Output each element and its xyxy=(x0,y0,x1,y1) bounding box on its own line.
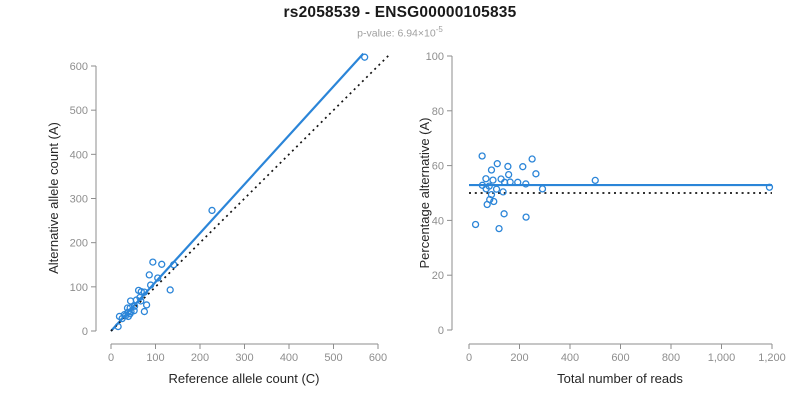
figure-title: rs2058539 - ENSG00000105835 xyxy=(283,4,517,21)
y-tick-label: 40 xyxy=(432,215,444,227)
data-point xyxy=(482,175,490,183)
data-point xyxy=(504,170,513,179)
y-tick-label: 500 xyxy=(70,105,88,117)
data-point xyxy=(514,178,522,186)
fit-line xyxy=(110,52,365,332)
left-y-axis-title: Alternative allele count (A) xyxy=(46,122,61,274)
data-point xyxy=(522,180,530,188)
data-point xyxy=(170,261,178,269)
data-point xyxy=(140,307,149,316)
data-point xyxy=(142,301,151,309)
data-point xyxy=(149,258,157,266)
data-point xyxy=(132,296,141,304)
pvalue-exponent: -5 xyxy=(435,25,443,34)
x-tick-label: 200 xyxy=(191,352,209,364)
y-tick-label: 60 xyxy=(432,161,444,173)
data-point xyxy=(500,210,508,218)
y-tick-label: 400 xyxy=(70,149,88,161)
left-plot-lines xyxy=(110,52,392,332)
left-plot-axes: 0 100 200 300 400 500 600 0 100 200 300 400 500 600 xyxy=(70,61,388,364)
y-tick-label: 80 xyxy=(432,106,444,118)
x-tick-label: 600 xyxy=(611,352,629,364)
data-point xyxy=(490,197,498,206)
right-y-axis-title: Percentage alternative (A) xyxy=(417,117,432,268)
identity-line xyxy=(110,53,392,332)
data-point xyxy=(478,152,486,160)
data-point xyxy=(208,206,216,215)
figure-header: rs2058539 - ENSG00000105835 p-value: 6.9… xyxy=(0,4,800,40)
x-tick-label: 1,000 xyxy=(708,352,736,364)
data-point xyxy=(532,170,540,178)
data-point xyxy=(360,53,369,61)
x-tick-label: 0 xyxy=(108,352,114,364)
right-plot: 0 20 40 60 80 100 0 200 400 600 800 1,000 1,200 Tota… xyxy=(417,51,786,386)
x-tick-label: 1,200 xyxy=(758,352,786,364)
y-tick-label: 200 xyxy=(70,238,88,250)
x-tick-label: 200 xyxy=(510,352,528,364)
y-tick-label: 100 xyxy=(426,51,444,63)
x-tick-label: 600 xyxy=(369,352,387,364)
data-point xyxy=(519,163,527,171)
data-point xyxy=(495,224,503,233)
data-point xyxy=(137,297,145,305)
data-point xyxy=(591,176,599,185)
y-tick-label: 20 xyxy=(432,270,444,282)
data-point xyxy=(483,200,491,209)
data-point xyxy=(158,260,166,268)
data-point xyxy=(154,274,162,282)
x-tick-label: 800 xyxy=(662,352,680,364)
right-plot-axes: 0 20 40 60 80 100 0 200 400 600 800 1,000 1,200 xyxy=(426,51,786,364)
x-tick-label: 100 xyxy=(146,352,164,364)
data-point xyxy=(489,176,497,184)
data-point xyxy=(166,286,174,294)
left-plot: 0 100 200 300 400 500 600 0 100 200 300 400 500 600 R… xyxy=(46,52,392,386)
data-point xyxy=(114,322,122,331)
y-tick-label: 0 xyxy=(438,325,444,337)
data-point xyxy=(118,314,126,323)
x-tick-label: 400 xyxy=(280,352,298,364)
right-plot-points xyxy=(471,152,774,233)
data-point xyxy=(478,181,487,189)
data-point xyxy=(140,288,149,296)
x-tick-label: 0 xyxy=(466,352,472,364)
x-tick-label: 500 xyxy=(324,352,342,364)
data-point xyxy=(528,155,536,163)
y-tick-label: 600 xyxy=(70,61,88,73)
data-point xyxy=(126,297,135,305)
data-point xyxy=(538,185,547,193)
left-plot-points xyxy=(114,53,369,331)
y-tick-label: 0 xyxy=(82,326,88,338)
x-tick-label: 400 xyxy=(561,352,579,364)
right-plot-lines xyxy=(469,183,772,194)
y-tick-label: 300 xyxy=(70,194,88,206)
data-point xyxy=(504,162,512,171)
data-point xyxy=(471,220,480,229)
data-point xyxy=(130,307,138,315)
data-point xyxy=(492,185,501,193)
x-tick-label: 300 xyxy=(235,352,253,364)
data-point xyxy=(765,183,774,191)
pvalue-text: p-value: 6.94×10 xyxy=(357,27,436,40)
data-point xyxy=(522,213,530,221)
data-point xyxy=(499,188,507,196)
data-point xyxy=(493,160,501,168)
figure-subtitle: p-value: 6.94×10-5 xyxy=(0,25,800,40)
y-tick-label: 100 xyxy=(70,282,88,294)
left-x-axis-title: Reference allele count (C) xyxy=(168,371,319,386)
data-point xyxy=(146,281,155,289)
data-point xyxy=(506,178,514,186)
right-x-axis-title: Total number of reads xyxy=(557,371,683,386)
data-point xyxy=(145,271,153,279)
data-point xyxy=(487,166,496,174)
data-point xyxy=(497,175,505,183)
